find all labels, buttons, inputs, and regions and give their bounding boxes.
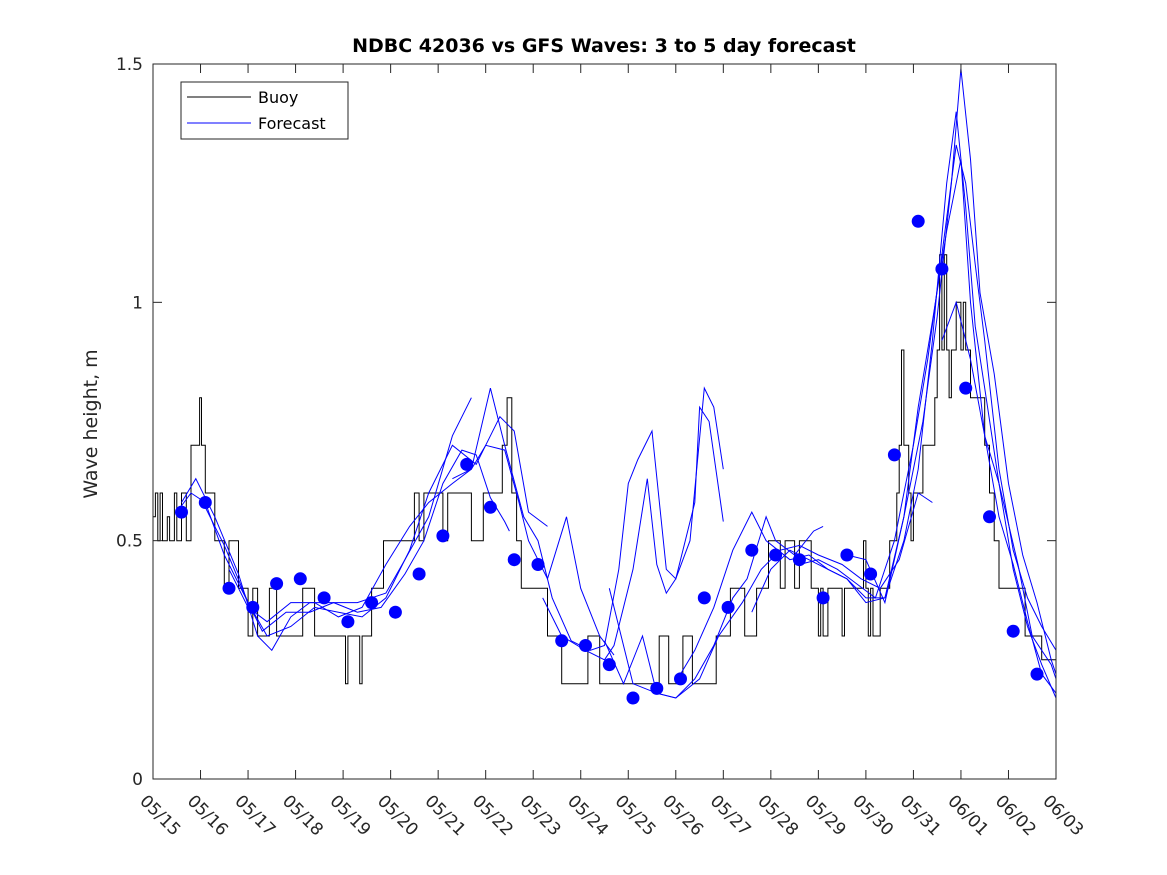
forecast-marker-2	[222, 581, 236, 595]
x-tick-label-12: 05/27	[706, 791, 755, 840]
x-tick-label-16: 05/31	[896, 791, 945, 840]
forecast-line-2	[204, 415, 548, 637]
forecast-marker-34	[983, 510, 996, 524]
forecast-marker-11	[436, 529, 450, 543]
forecast-marker-29	[864, 567, 878, 581]
forecast-marker-27	[816, 591, 830, 605]
x-tick-label-7: 05/22	[468, 791, 517, 840]
forecast-marker-21	[674, 672, 687, 686]
forecast-marker-25	[769, 548, 783, 562]
forecast-marker-26	[792, 553, 806, 567]
forecast-line-9	[751, 68, 1057, 675]
x-tick-label-19: 06/03	[1038, 791, 1087, 840]
x-tick-label-0: 05/15	[135, 791, 184, 840]
x-tick-label-8: 05/23	[516, 791, 565, 840]
legend-buoy-label: Buoy	[258, 88, 298, 107]
y-tick-label-2: 1	[132, 293, 143, 313]
forecast-marker-12	[460, 457, 474, 471]
x-tick-label-9: 05/24	[563, 791, 612, 840]
y-tick-label-3: 1.5	[116, 55, 143, 75]
forecast-line-3	[228, 444, 615, 656]
forecast-marker-3	[246, 600, 260, 614]
forecast-markers	[175, 214, 1044, 705]
forecast-marker-15	[531, 558, 545, 571]
forecast-series	[176, 68, 1057, 699]
forecast-marker-36	[1030, 667, 1044, 681]
forecast-line-4	[452, 387, 724, 651]
forecast-line-6	[604, 515, 824, 699]
forecast-marker-4	[270, 577, 284, 591]
forecast-line-7	[608, 492, 933, 699]
x-tick-label-3: 05/18	[278, 791, 327, 840]
forecast-marker-32	[935, 262, 949, 276]
x-tick-label-15: 05/30	[848, 791, 897, 840]
forecast-marker-24	[745, 543, 759, 557]
x-tick-label-2: 05/17	[231, 791, 280, 840]
forecast-marker-20	[650, 681, 664, 695]
x-tick-label-6: 05/21	[421, 791, 470, 840]
forecast-marker-17	[579, 639, 592, 652]
forecast-line-5	[542, 386, 724, 661]
forecast-marker-6	[317, 591, 331, 605]
x-tick-label-18: 06/02	[991, 791, 1040, 840]
forecast-line-11	[846, 159, 1057, 694]
forecast-marker-19	[626, 691, 640, 705]
x-tick-label-11: 05/26	[658, 791, 707, 840]
plot-frame	[152, 63, 1057, 780]
x-tick-label-10: 05/25	[611, 791, 660, 840]
y-axis-label: Wave height, m	[80, 349, 102, 498]
plot-area	[153, 64, 1056, 779]
chart-title: NDBC 42036 vs GFS Waves: 3 to 5 day fore…	[352, 35, 856, 57]
forecast-marker-9	[388, 605, 402, 619]
forecast-marker-30	[887, 448, 901, 462]
legend-box	[180, 81, 349, 140]
forecast-marker-16	[555, 634, 569, 648]
forecast-marker-14	[507, 553, 521, 567]
legend-forecast-label: Forecast	[258, 114, 326, 133]
y-tick-label-1: 0.5	[116, 532, 143, 552]
x-tick-label-4: 05/19	[326, 791, 375, 840]
forecast-marker-35	[1006, 624, 1020, 638]
x-tick-label-17: 06/01	[943, 791, 992, 840]
forecast-marker-5	[293, 572, 307, 586]
forecast-line-12	[941, 300, 1057, 699]
forecast-marker-31	[911, 214, 925, 228]
forecast-marker-10	[412, 567, 426, 581]
forecast-marker-7	[341, 615, 355, 629]
x-tick-label-5: 05/20	[373, 791, 422, 840]
x-tick-label-1: 05/16	[183, 791, 232, 840]
forecast-marker-0	[175, 505, 188, 519]
x-tick-label-14: 05/29	[801, 791, 850, 840]
forecast-marker-18	[602, 658, 616, 672]
forecast-line-10	[799, 144, 1057, 651]
legend: Buoy Forecast	[180, 81, 349, 140]
forecast-marker-13	[483, 500, 497, 514]
y-tick-label-0: 0	[132, 770, 143, 790]
forecast-line-0	[176, 449, 510, 632]
forecast-marker-33	[959, 381, 973, 395]
forecast-marker-8	[365, 596, 379, 610]
forecast-marker-28	[840, 548, 854, 562]
forecast-marker-23	[721, 600, 735, 614]
forecast-marker-22	[697, 591, 711, 605]
forecast-marker-1	[198, 496, 212, 509]
x-tick-label-13: 05/28	[753, 791, 802, 840]
